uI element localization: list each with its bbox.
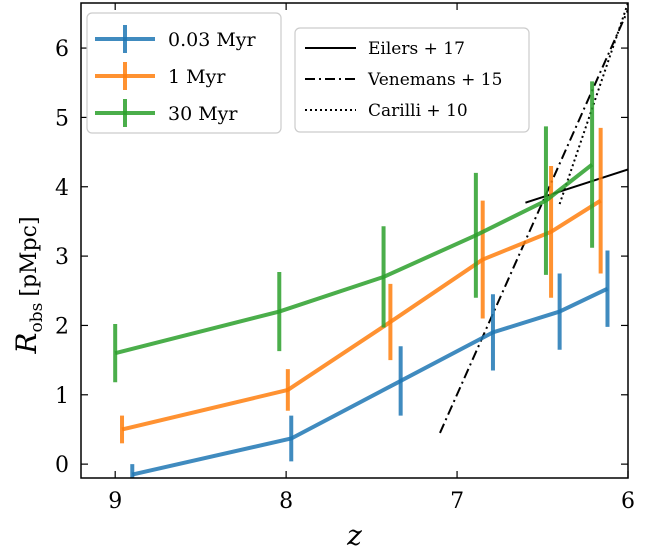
legend-label: 30 Myr <box>168 103 238 125</box>
series-line-2 <box>114 162 594 356</box>
legend-ref-label: Eilers + 17 <box>368 39 465 59</box>
x-tick-label: 9 <box>108 489 122 514</box>
series-line-0 <box>131 286 609 477</box>
y-tick-label: 2 <box>55 314 69 339</box>
ref-line-dashdot <box>439 9 628 434</box>
y-tick-label: 4 <box>55 176 69 201</box>
legend-label: 1 Myr <box>168 66 226 88</box>
y-axis-title-main: R <box>10 332 43 354</box>
y-tick-label: 5 <box>55 106 69 131</box>
x-tick-label: 6 <box>621 489 635 514</box>
legend-series-box <box>86 12 282 134</box>
y-axis-title: Robs [pMpc] <box>10 216 47 354</box>
axis-ticks: 9 8 7 6 0 1 2 3 4 5 6 <box>55 3 635 514</box>
legend-series: 0.03 Myr 1 Myr 30 Myr <box>86 12 282 134</box>
y-tick-label: 1 <box>55 384 69 409</box>
y-tick-label: 0 <box>55 453 69 478</box>
ref-line-solid <box>525 168 628 204</box>
legend-ref-label: Venemans + 15 <box>367 70 502 90</box>
legend-references-box <box>294 27 530 133</box>
x-tick-label: 7 <box>450 489 464 514</box>
data-series <box>113 81 610 478</box>
x-tick-label: 8 <box>279 489 293 514</box>
y-axis-title-unit: [pMpc] <box>17 216 42 296</box>
y-axis-title-subscript: obs <box>27 303 47 333</box>
x-axis-title: z <box>346 519 362 552</box>
legend-ref-label: Carilli + 10 <box>368 101 468 121</box>
y-tick-label: 3 <box>55 245 69 270</box>
plot-frame <box>80 2 629 479</box>
legend-references: Eilers + 17 Venemans + 15 Carilli + 10 <box>294 27 530 133</box>
legend-label: 0.03 Myr <box>168 29 257 51</box>
y-tick-label: 6 <box>55 37 69 62</box>
series-line-1 <box>121 198 602 432</box>
